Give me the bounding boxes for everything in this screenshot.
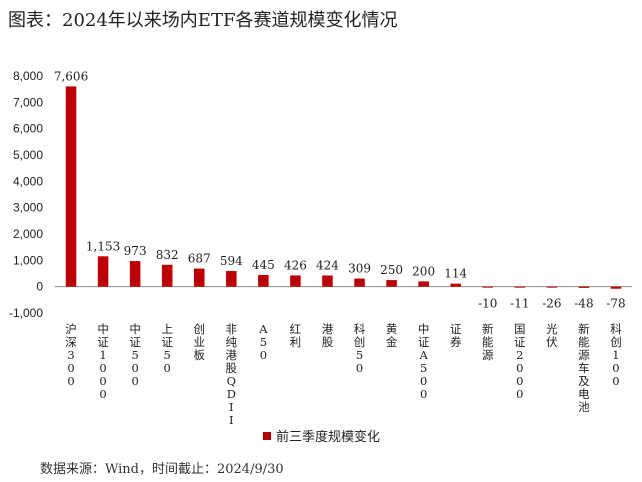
x-tick-label: 中证 5 0 0: [129, 322, 141, 388]
data-label: -11: [510, 297, 529, 311]
y-tick-label: 0: [36, 280, 43, 294]
value-labels: 7,606 1,153 973 832 687 594 445 426 424 309 250 200…: [54, 69, 626, 310]
bar: [610, 286, 622, 289]
bar: [450, 283, 461, 287]
data-label: 250: [380, 263, 403, 277]
data-label: 594: [220, 254, 243, 268]
x-tick-label: 沪深 3 0 0: [65, 322, 77, 388]
bar: [129, 261, 141, 287]
data-label: 309: [348, 262, 371, 276]
x-tick-label: 新能源: [482, 322, 494, 362]
bar: [386, 280, 397, 287]
x-tick-label: 非纯港股 Q D I I: [226, 322, 238, 427]
bars: [65, 86, 622, 289]
data-label: 7,606: [54, 69, 88, 83]
bar: [418, 281, 429, 287]
y-tick-label: 3,000: [13, 201, 43, 215]
data-label: -78: [606, 297, 625, 311]
x-tick-label: 红利: [290, 322, 302, 349]
data-label: 1,153: [86, 239, 120, 253]
bar: [194, 268, 205, 287]
bar: [482, 286, 493, 288]
data-label: -10: [478, 297, 497, 311]
x-tick-label: 黄金: [386, 322, 398, 349]
y-tick-label: 4,000: [13, 174, 43, 188]
bar: [546, 286, 558, 288]
bar: [65, 86, 77, 287]
bar: [226, 271, 237, 287]
data-label: 687: [188, 252, 211, 266]
data-label: 445: [252, 258, 275, 272]
bar: [258, 274, 269, 287]
y-tick-label: 2,000: [13, 227, 43, 241]
x-tick-label: 科创 5 0: [354, 322, 366, 375]
x-tick-label: 上证 5 0: [161, 322, 173, 375]
x-tick-label: 科创 1 0 0: [610, 322, 622, 388]
legend-swatch: [263, 432, 271, 440]
y-tick-label: 7,000: [13, 95, 43, 109]
x-tick-label: 光伏: [546, 322, 558, 349]
chart-title: 图表：2024年以来场内ETF各赛道规模变化情况: [8, 10, 398, 31]
bar: [322, 275, 333, 287]
data-label: 832: [156, 248, 179, 262]
source-note: 数据来源：Wind，时间截止：2024/9/30: [40, 462, 284, 477]
legend-label: 前三季度规模变化: [276, 429, 380, 445]
x-tick-label: 证券: [450, 322, 462, 349]
x-tick-label: 创业板: [194, 322, 206, 362]
bar: [354, 278, 365, 287]
y-tick-label: -1,000: [9, 306, 43, 320]
data-label: 426: [284, 258, 307, 272]
data-label: 973: [124, 244, 147, 258]
data-label: 424: [316, 259, 339, 273]
data-label: 200: [412, 264, 435, 278]
data-label: -26: [542, 297, 561, 311]
legend: 前三季度规模变化: [263, 429, 380, 445]
y-axis: -1,000 0 1,000 2,000 3,000 4,000 5,000 6,000 7,0…: [9, 69, 632, 320]
x-tick-label: 新能源车及电池: [578, 322, 590, 414]
data-label: -48: [574, 297, 593, 311]
bar: [290, 275, 301, 287]
x-tick-label: 中证 1 0 0 0: [97, 322, 109, 401]
x-tick-label: 港股: [322, 322, 334, 349]
y-tick-label: 6,000: [13, 122, 43, 136]
x-tick-label: 国证 2 0 0 0: [514, 322, 526, 401]
bar: [514, 286, 526, 288]
bar: [578, 286, 590, 288]
y-tick-label: 1,000: [13, 253, 43, 267]
data-label: 114: [444, 267, 467, 281]
y-tick-label: 8,000: [13, 69, 43, 83]
bar: [161, 264, 173, 287]
bar: [97, 256, 109, 287]
x-tick-label: 中证 A 5 0 0: [418, 322, 430, 401]
y-tick-label: 5,000: [13, 148, 43, 162]
